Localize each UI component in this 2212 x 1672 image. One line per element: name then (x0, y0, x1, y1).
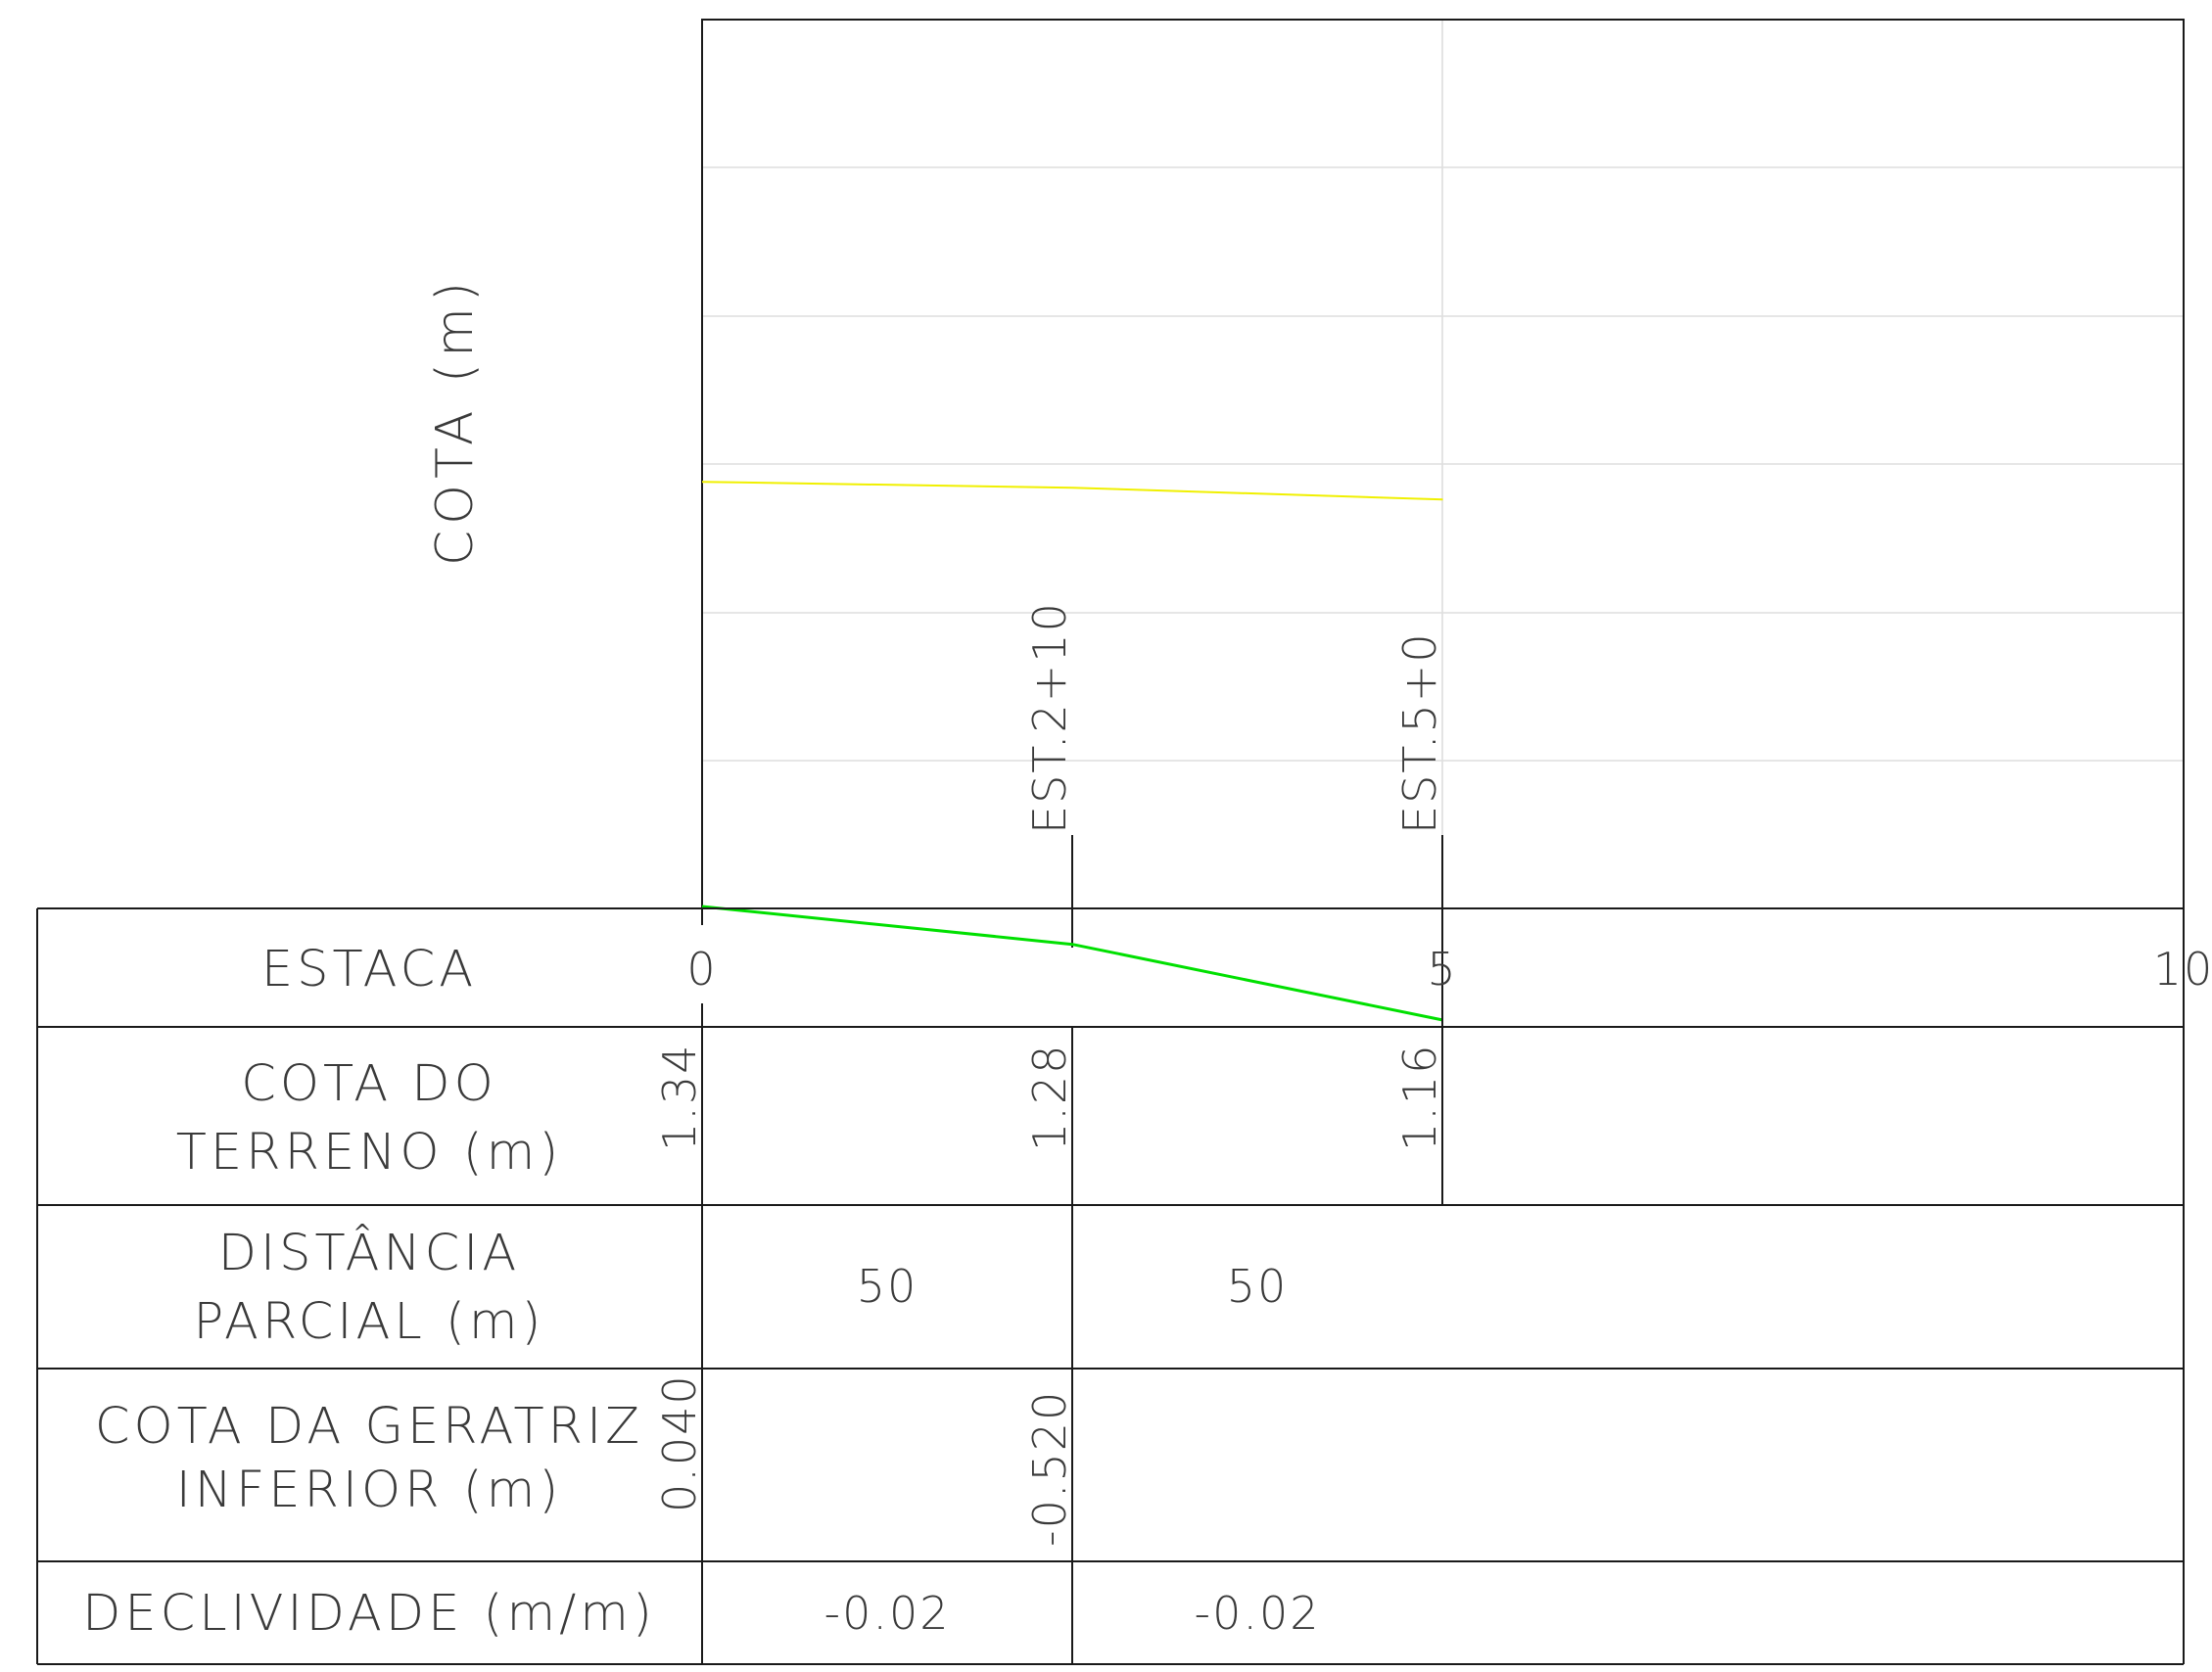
station-label-2: EST.5+0 (1393, 631, 1446, 834)
row-header-cota-geratriz-1: COTA DA GERATRIZ (95, 1398, 643, 1456)
row-header-cota-terreno-1: COTA DO (241, 1055, 496, 1113)
distancia-value-2: 50 (1227, 1260, 1289, 1313)
cota-terreno-value-3: 1.16 (1393, 1044, 1446, 1151)
row-header-cota-terreno-2: TERRENO (m) (176, 1124, 562, 1182)
row-header-distancia-1: DISTÂNCIA (218, 1223, 520, 1282)
station-label-1: EST.2+10 (1023, 601, 1076, 834)
estaca-tick-5: 5 (1427, 943, 1457, 996)
cota-geratriz-value-1: 0.040 (653, 1373, 706, 1512)
estaca-tick-10: 10 (2153, 943, 2212, 996)
declividade-value-1: -0.02 (824, 1587, 950, 1640)
row-header-distancia-2: PARCIAL (m) (194, 1293, 545, 1351)
row-header-cota-geratriz-2: INFERIOR (m) (176, 1462, 563, 1519)
series-line-1 (701, 905, 1443, 1022)
series-layer (701, 481, 1443, 1022)
row-header-declividade: DECLIVIDADE (m/m) (82, 1585, 656, 1643)
y-axis-title: COTA (m) (426, 276, 485, 566)
cota-terreno-value-2: 1.28 (1023, 1044, 1076, 1151)
data-table (36, 907, 2185, 1665)
cota-geratriz-value-2: -0.520 (1023, 1390, 1076, 1547)
cota-terreno-value-1: 1.34 (653, 1044, 706, 1151)
plot-grid (702, 20, 2184, 908)
declividade-value-2: -0.02 (1194, 1587, 1320, 1640)
row-header-estaca: ESTACA (261, 941, 477, 999)
distancia-value-1: 50 (857, 1260, 918, 1313)
estaca-tick-0: 0 (686, 943, 717, 996)
series-line-2 (701, 481, 1443, 501)
